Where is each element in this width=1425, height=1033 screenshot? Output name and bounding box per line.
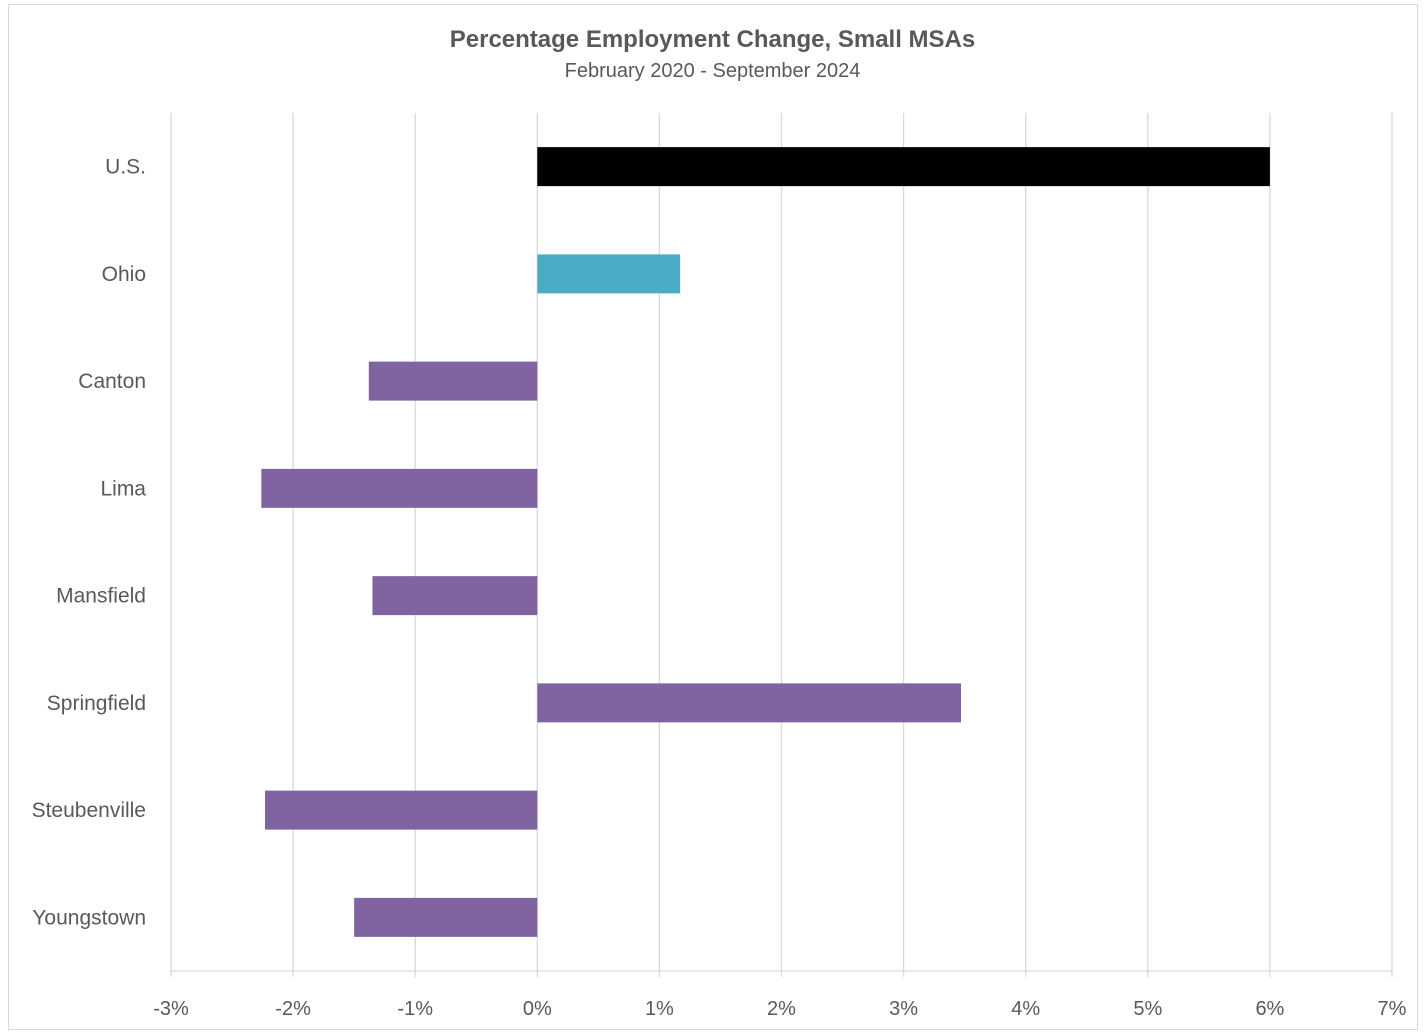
tick-label: 7% xyxy=(1378,998,1407,1020)
gridlines xyxy=(170,113,1393,971)
bar-u-s xyxy=(537,147,1270,187)
tick-label: 4% xyxy=(1011,998,1040,1020)
category-label: Mansfield xyxy=(56,585,146,608)
bar-steubenville xyxy=(265,790,538,830)
bar-youngstown xyxy=(354,897,538,937)
tick-label: 0% xyxy=(523,998,552,1020)
tick-label: 2% xyxy=(767,998,796,1020)
category-label: U.S. xyxy=(105,156,146,179)
category-labels: U.S. Ohio Canton Lima Mansfield Springfield St… xyxy=(32,156,147,930)
bars xyxy=(261,147,1270,937)
tick-label: 1% xyxy=(645,998,674,1020)
category-label: Canton xyxy=(78,370,146,393)
category-label: Springfield xyxy=(47,692,146,715)
tick-label: -2% xyxy=(275,998,311,1020)
bar-canton xyxy=(368,361,538,401)
tick-label: 6% xyxy=(1255,998,1284,1020)
chart-title: Percentage Employment Change, Small MSAs xyxy=(449,26,976,53)
category-label: Ohio xyxy=(102,263,146,286)
tick-label: -1% xyxy=(397,998,433,1020)
bar-ohio xyxy=(537,254,681,294)
tick-label: 3% xyxy=(889,998,918,1020)
category-label: Lima xyxy=(100,477,146,500)
tick-label: -3% xyxy=(153,998,189,1020)
category-label: Youngstown xyxy=(32,906,146,929)
bar-springfield xyxy=(537,683,961,723)
bar-mansfield xyxy=(372,576,538,616)
category-label: Steubenville xyxy=(32,799,146,822)
tick-labels: -3% -2% -1% 0% 1% 2% 3% 4% 5% 6% 7% xyxy=(153,998,1406,1020)
tick-label: 5% xyxy=(1133,998,1162,1020)
chart-subtitle: February 2020 - September 2024 xyxy=(564,60,861,82)
bar-lima xyxy=(261,468,538,508)
axis xyxy=(170,970,1393,977)
